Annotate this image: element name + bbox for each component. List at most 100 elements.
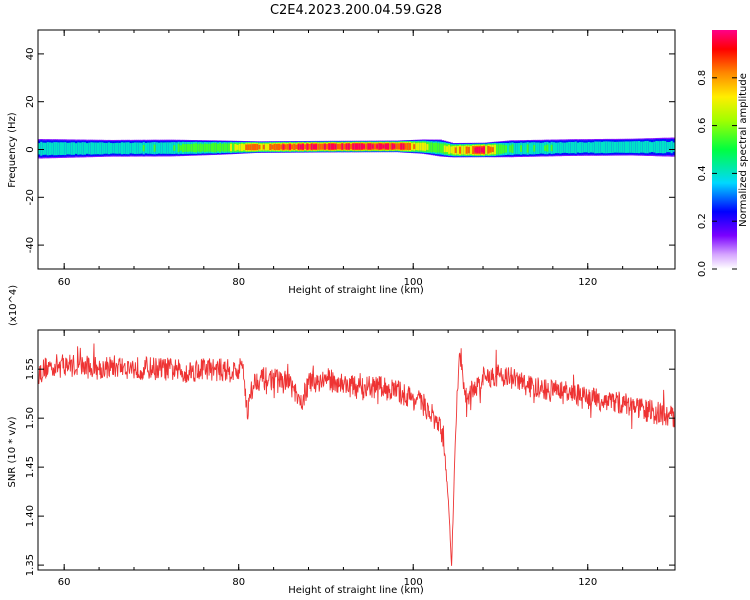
spectrogram-cell bbox=[38, 143, 41, 155]
spectrogram-cell bbox=[367, 143, 370, 150]
colorbar-tick-label: 0.2 bbox=[697, 213, 708, 229]
spectrogram-cell bbox=[192, 143, 196, 153]
spectrogram-cell bbox=[325, 143, 329, 150]
spectrogram-cell bbox=[179, 145, 183, 151]
spectrogram-cell bbox=[166, 142, 170, 154]
spectrogram-cell bbox=[260, 143, 264, 151]
spectrogram-cell bbox=[92, 142, 96, 155]
spectrogram-cell bbox=[664, 141, 667, 154]
spectrogram-cell bbox=[631, 141, 634, 153]
y-tick-label: 1.40 bbox=[25, 505, 36, 527]
spectrogram-cell bbox=[264, 143, 268, 151]
spectrogram-cell bbox=[243, 144, 246, 151]
y-tick-label: 20 bbox=[25, 95, 36, 108]
spectrogram-cell bbox=[107, 142, 111, 155]
spectrogram-cell bbox=[452, 146, 456, 155]
spectrogram-cell bbox=[445, 146, 449, 153]
spectrogram-cell bbox=[493, 144, 497, 155]
spectrogram-cell bbox=[177, 143, 181, 153]
spectrogram-cell bbox=[345, 143, 349, 150]
spectrogram-cell bbox=[424, 142, 427, 151]
spectrogram-cell bbox=[232, 143, 235, 152]
spectrogram-cell bbox=[535, 142, 538, 155]
spectrogram-cell bbox=[646, 140, 650, 154]
spectrogram-cell bbox=[223, 143, 227, 152]
x-tick-label: 100 bbox=[404, 277, 423, 288]
spectrogram-cell bbox=[304, 144, 307, 150]
spectrogram-cell bbox=[655, 140, 658, 154]
spectrogram-cell bbox=[624, 141, 628, 153]
spectrogram-cell bbox=[541, 142, 545, 154]
spectrogram-cell bbox=[199, 143, 203, 153]
snr-x-axis-label: Height of straight line (km) bbox=[288, 585, 424, 596]
colorbar-label: Normalized spectral amplitude bbox=[738, 73, 749, 227]
spectrogram-cell bbox=[282, 144, 285, 150]
spectrogram-cell bbox=[214, 143, 218, 153]
spectrogram-y-axis-label: Frequency (Hz) bbox=[7, 112, 18, 188]
x-tick-label: 120 bbox=[578, 277, 597, 288]
spectrogram-cell bbox=[258, 144, 261, 150]
spectrogram-cell bbox=[164, 142, 168, 154]
spectrogram-cell bbox=[533, 145, 536, 152]
spectrogram-cell bbox=[360, 143, 364, 150]
spectrogram-cell bbox=[57, 142, 61, 155]
spectrogram-cell bbox=[251, 144, 255, 151]
spectrogram-cell bbox=[358, 143, 362, 150]
spectrogram-cell bbox=[286, 144, 290, 150]
spectrogram-cell bbox=[142, 144, 146, 152]
spectrogram-cell bbox=[672, 142, 675, 152]
spectrogram-cell bbox=[485, 145, 488, 155]
spectrogram-cell bbox=[88, 142, 91, 155]
spectrogram-cell bbox=[550, 144, 554, 152]
spectrogram-cell bbox=[210, 143, 213, 152]
spectrogram-cell bbox=[125, 142, 128, 155]
spectrogram-cell bbox=[648, 141, 652, 153]
spectrogram-cell bbox=[83, 142, 87, 155]
spectrogram-cell bbox=[162, 142, 165, 154]
spectrogram-cell bbox=[387, 143, 390, 150]
spectrogram-cell bbox=[138, 142, 141, 154]
spectrogram-cell bbox=[520, 145, 523, 152]
spectrogram-cell bbox=[312, 144, 316, 150]
spectrogram-cell bbox=[299, 144, 303, 150]
spectrogram-cell bbox=[352, 143, 355, 150]
spectrogram-cell bbox=[659, 141, 663, 154]
y-tick-label: 1.35 bbox=[25, 554, 36, 576]
spectrogram-cell bbox=[151, 142, 155, 155]
spectrogram-cell bbox=[153, 144, 157, 152]
spectrogram-cell bbox=[197, 144, 200, 152]
colorbar: 0.0 0.2 0.4 0.6 0.8 Normalized spectral ampl… bbox=[697, 30, 749, 277]
colorbar-gradient bbox=[712, 30, 737, 269]
spectrogram-cell bbox=[587, 141, 591, 153]
spectrogram-cell bbox=[205, 143, 209, 152]
spectrogram-cell bbox=[391, 143, 394, 150]
spectrogram-cell bbox=[435, 142, 438, 153]
spectrogram-cell bbox=[478, 146, 482, 154]
spectrogram-cell bbox=[432, 143, 436, 152]
spectrogram-cell bbox=[461, 145, 464, 155]
spectrogram-cell bbox=[574, 141, 578, 154]
spectrogram-cell bbox=[537, 142, 541, 154]
spectrogram-cell bbox=[474, 147, 477, 153]
spectrogram-cell bbox=[114, 142, 117, 154]
spectrogram-cell bbox=[341, 143, 344, 150]
spectrogram-cell bbox=[408, 143, 412, 150]
colorbar-ticks: 0.0 0.2 0.4 0.6 0.8 bbox=[697, 70, 737, 277]
spectrogram-cell bbox=[129, 143, 133, 154]
spectrogram-cell bbox=[557, 142, 560, 154]
spectrogram-cell bbox=[308, 143, 312, 150]
spectrogram-x-ticks: 60 80 100 120 bbox=[58, 30, 659, 288]
spectrogram-cell bbox=[118, 142, 122, 154]
spectrogram-cell bbox=[317, 143, 320, 150]
spectrogram-cell bbox=[280, 144, 283, 150]
spectrogram-cell bbox=[131, 142, 135, 154]
spectrogram-cell bbox=[147, 142, 150, 154]
colorbar-tick-label: 0.0 bbox=[697, 261, 708, 277]
spectrogram-cell bbox=[384, 143, 388, 150]
spectrogram-cell bbox=[103, 142, 107, 154]
spectrogram-cell bbox=[522, 142, 525, 155]
spectrogram-cell bbox=[343, 143, 346, 150]
spectrogram-cell bbox=[90, 142, 93, 155]
snr-x-ticks: 60 80 100 120 bbox=[58, 330, 659, 588]
